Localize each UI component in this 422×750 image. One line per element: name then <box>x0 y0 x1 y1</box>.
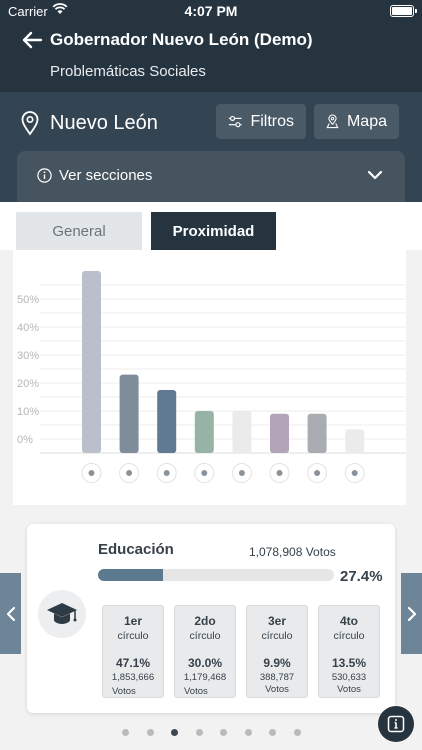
circle-percent: 13.5% <box>331 656 367 670</box>
y-tick-label: 0% <box>17 434 33 446</box>
category-detail-card: Educación 1,078,908 Votos 27.4% 1er círc… <box>27 524 395 713</box>
y-tick-label: 10% <box>17 406 39 418</box>
people-icon-glyph <box>88 470 95 476</box>
info-card-icon <box>387 715 405 733</box>
clock: 4:07 PM <box>184 3 238 19</box>
virus-icon-glyph <box>314 470 321 476</box>
page-dot[interactable] <box>269 729 276 736</box>
page-dot[interactable] <box>146 729 154 736</box>
circle-percent: 47.1% <box>115 656 151 670</box>
page-dot[interactable] <box>171 729 178 736</box>
chart-canvas: 0% 10% 20% 30% 40% 50% <box>17 271 406 483</box>
circle-card-2: 2do círculo 30.0% 1,179,468 Votos <box>174 605 236 698</box>
category-title: Educación <box>98 541 174 558</box>
sliders-icon <box>228 115 242 127</box>
chart-bar <box>307 413 327 453</box>
circle-votes: 388,787 Votos <box>259 672 295 695</box>
circle-name: 2do <box>194 614 216 628</box>
circle-votes: 1,179,468 <box>183 672 227 683</box>
location-name: Nuevo León <box>50 112 158 134</box>
chart-bar <box>232 411 252 453</box>
circle-name: 4to <box>340 614 358 628</box>
circle-percent: 9.9% <box>263 656 291 670</box>
battery-icon <box>390 5 417 17</box>
map-label: Mapa <box>346 112 387 130</box>
y-tick-label: 40% <box>17 322 39 334</box>
gears-icon-glyph <box>201 470 208 476</box>
circle-label: círculo <box>189 630 221 642</box>
page-title: Gobernador Nuevo León (Demo) <box>50 30 313 49</box>
previous-button[interactable] <box>0 573 21 654</box>
chart-bar <box>119 374 139 453</box>
category-votes: 1,078,908 Votos <box>249 545 336 559</box>
chart-bar <box>345 429 365 453</box>
chevron-down-icon <box>367 170 383 180</box>
page-dot[interactable] <box>220 729 227 736</box>
page-subtitle: Problemáticas Sociales <box>50 63 206 80</box>
status-bar: Carrier 4:07 PM <box>0 0 422 24</box>
tool-icon-glyph <box>276 470 283 476</box>
tab-proximidad[interactable]: Proximidad <box>151 212 276 250</box>
page-dot[interactable] <box>293 729 301 736</box>
chart-bar <box>82 271 101 453</box>
tab-general[interactable]: General <box>16 212 142 250</box>
circle-name: 1er <box>123 614 143 628</box>
circle-votes-unit: Votos <box>112 686 136 697</box>
chevron-left-icon <box>6 606 15 621</box>
app-header: Carrier 4:07 PM Gobernador Nuevo León (D… <box>0 0 422 202</box>
handshake-icon-glyph <box>238 470 245 476</box>
carrier-label: Carrier <box>8 4 48 19</box>
sections-dropdown[interactable]: Ver secciones <box>17 151 405 202</box>
circle-label: círculo <box>117 630 149 642</box>
info-button[interactable] <box>378 706 414 742</box>
circle-votes: 1,853,666 <box>111 672 155 683</box>
bar-chart: 0% 10% 20% 30% 40% 50% <box>13 250 406 505</box>
wifi-icon <box>52 3 68 14</box>
tab-bar: General Proximidad <box>0 202 422 250</box>
page-dot[interactable] <box>195 729 203 736</box>
category-progress-fill <box>98 569 163 581</box>
page-dot[interactable] <box>244 729 252 736</box>
circle-name: 3er <box>267 614 287 628</box>
scales-icon-glyph <box>351 470 358 476</box>
piggy-bank-icon-glyph <box>126 470 133 476</box>
chart-bar <box>194 411 214 453</box>
map-pin-icon <box>326 114 339 129</box>
next-button[interactable] <box>401 573 422 654</box>
map-button[interactable]: Mapa <box>314 104 399 139</box>
chart-bar <box>157 390 177 453</box>
page-dot[interactable] <box>122 729 129 736</box>
circle-percent: 30.0% <box>187 656 223 670</box>
category-progress-bar <box>98 569 334 581</box>
circle-votes: 530,633 Votos <box>331 672 367 695</box>
info-icon <box>37 168 52 183</box>
sections-label: Ver secciones <box>59 167 153 184</box>
graduation-cap-icon-glyph <box>163 470 170 476</box>
filters-button[interactable]: Filtros <box>216 104 306 139</box>
y-tick-label: 30% <box>17 350 39 362</box>
circle-card-4: 4to círculo 13.5% 530,633 Votos <box>318 605 380 698</box>
circle-card-3: 3er círculo 9.9% 388,787 Votos <box>246 605 308 698</box>
circle-label: círculo <box>261 630 293 642</box>
location-pin-icon <box>21 111 39 136</box>
y-tick-label: 20% <box>17 378 39 390</box>
category-percent: 27.4% <box>340 568 383 585</box>
circle-votes-unit: Votos <box>184 686 208 697</box>
circle-card-1: 1er círculo 47.1% 1,853,666 Votos <box>102 605 164 698</box>
page-indicator <box>0 729 422 739</box>
y-tick-label: 50% <box>17 294 39 306</box>
back-arrow-icon[interactable] <box>20 28 44 52</box>
graduation-cap-icon <box>38 590 86 638</box>
circle-label: círculo <box>333 630 365 642</box>
chart-bar <box>270 413 289 453</box>
chevron-right-icon <box>407 606 416 621</box>
location-bar: Nuevo León Filtros Mapa <box>0 92 422 202</box>
filters-label: Filtros <box>250 112 294 130</box>
